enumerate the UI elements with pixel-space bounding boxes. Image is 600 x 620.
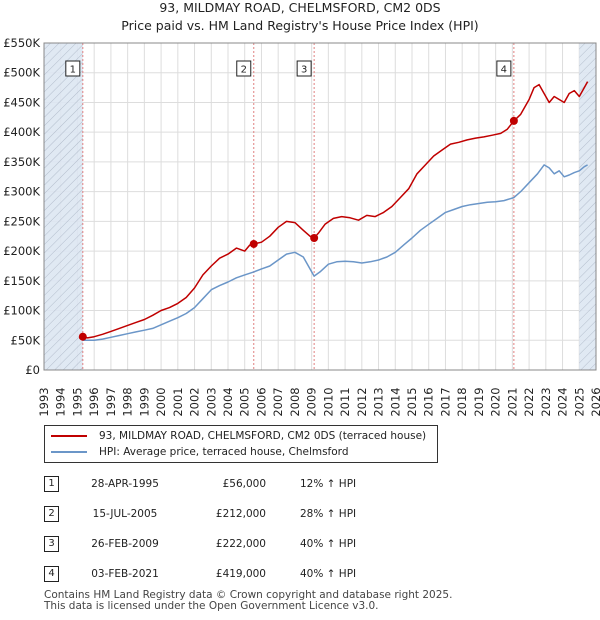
x-tick-label: 1997 — [104, 387, 118, 416]
sale-price: £56,000 — [222, 478, 266, 490]
legend-label-hpi: HPI: Average price, terraced house, Chel… — [99, 446, 349, 458]
footer-line-2: This data is licensed under the Open Gov… — [44, 600, 379, 612]
table-row: 3 26-FEB-2009 £222,000 40% ↑ HPI — [0, 534, 600, 554]
table-row: 4 03-FEB-2021 £419,000 40% ↑ HPI — [0, 564, 600, 584]
hpi-line — [82, 164, 588, 342]
x-tick-label: 1994 — [54, 387, 68, 416]
x-tick-label: 2017 — [438, 387, 452, 416]
y-tick-label: £150K — [3, 274, 40, 288]
x-tick-label: 2014 — [388, 387, 402, 416]
table-row: 1 28-APR-1995 £56,000 12% ↑ HPI — [0, 474, 600, 494]
x-tick-label: 2011 — [338, 387, 352, 416]
y-tick-label: £50K — [11, 333, 41, 347]
x-tick-label: 2010 — [321, 387, 335, 416]
x-tick-label: 2024 — [556, 387, 570, 416]
x-tick-label: 1996 — [87, 387, 101, 416]
x-tick-label: 2015 — [405, 387, 419, 416]
x-tick-label: 2026 — [589, 387, 600, 416]
sale-badge: 3 — [44, 536, 59, 552]
shaded-range — [44, 43, 83, 370]
legend-label-price: 93, MILDMAY ROAD, CHELMSFORD, CM2 0DS (t… — [99, 430, 427, 442]
y-tick-label: £450K — [3, 95, 40, 109]
sale-price: £419,000 — [215, 568, 266, 580]
legend-swatch-hpi — [51, 451, 87, 453]
sale-point — [509, 116, 518, 125]
sale-date: 28-APR-1995 — [91, 478, 159, 490]
x-tick-label: 2018 — [455, 387, 469, 416]
sale-point — [310, 234, 319, 243]
sale-label-text: 1 — [70, 65, 76, 76]
plot-frame — [43, 42, 597, 371]
legend-item-hpi: HPI: Average price, terraced house, Chel… — [51, 444, 348, 460]
y-tick-label: £200K — [3, 244, 40, 258]
x-tick-label: 2022 — [522, 387, 536, 416]
y-tick-label: £100K — [3, 304, 40, 318]
sale-hpi-change: 12% ↑ HPI — [300, 478, 357, 490]
x-tick-label: 2016 — [422, 387, 436, 416]
y-tick-label: £550K — [3, 36, 40, 50]
sale-price: £212,000 — [215, 508, 266, 520]
sale-label-text: 2 — [241, 65, 247, 76]
legend-swatch-price — [51, 435, 87, 437]
x-tick-label: 2005 — [238, 387, 252, 416]
y-tick-label: £250K — [3, 214, 40, 228]
sale-date: 26-FEB-2009 — [91, 538, 159, 550]
x-tick-label: 2000 — [154, 387, 168, 416]
x-tick-label: 2007 — [271, 387, 285, 416]
sale-hpi-change: 28% ↑ HPI — [300, 508, 357, 520]
x-tick-label: 2012 — [355, 387, 369, 416]
x-tick-label: 1995 — [70, 387, 84, 416]
sale-badge: 1 — [44, 476, 59, 492]
sale-label-text: 3 — [301, 65, 307, 76]
y-tick-label: £350K — [3, 155, 40, 169]
sale-label-box — [496, 60, 512, 77]
y-tick-label: £400K — [3, 125, 40, 139]
x-tick-label: 2019 — [472, 387, 486, 416]
x-tick-label: 2008 — [288, 387, 302, 416]
y-tick-label: £500K — [3, 66, 40, 80]
x-tick-label: 2025 — [572, 387, 586, 416]
legend: 93, MILDMAY ROAD, CHELMSFORD, CM2 0DS (t… — [44, 425, 438, 463]
x-tick-label: 2001 — [171, 387, 185, 416]
shaded-range — [579, 43, 596, 370]
sale-badge: 4 — [44, 566, 59, 582]
x-tick-label: 2006 — [254, 387, 268, 416]
sale-hpi-change: 40% ↑ HPI — [300, 568, 357, 580]
x-tick-label: 1998 — [121, 387, 135, 416]
x-tick-label: 2002 — [188, 387, 202, 416]
footer-line-1: Contains HM Land Registry data © Crown c… — [44, 589, 453, 601]
sale-label-box — [296, 60, 312, 77]
sale-date: 03-FEB-2021 — [91, 568, 159, 580]
chart-title: 93, MILDMAY ROAD, CHELMSFORD, CM2 0DS — [159, 0, 441, 15]
plot-area — [44, 43, 596, 370]
table-row: 2 15-JUL-2005 £212,000 28% ↑ HPI — [0, 504, 600, 524]
sale-point — [78, 332, 87, 341]
sale-hpi-change: 40% ↑ HPI — [300, 538, 357, 550]
footer-attribution: Contains HM Land Registry data © Crown c… — [44, 590, 452, 612]
sale-badge: 2 — [44, 506, 59, 522]
x-tick-label: 2021 — [505, 387, 519, 416]
x-tick-label: 2004 — [221, 387, 235, 416]
x-tick-label: 2009 — [305, 387, 319, 416]
x-tick-label: 2023 — [539, 387, 553, 416]
sale-label-text: 4 — [501, 65, 507, 76]
price-chart: 1 2 3 4 £0 £50K £100K £150K £200K £250K £300K £350K… — [3, 36, 600, 417]
sale-date: 15-JUL-2005 — [92, 508, 158, 520]
legend-item-price: 93, MILDMAY ROAD, CHELMSFORD, CM2 0DS (t… — [51, 428, 426, 444]
x-tick-label: 1993 — [37, 387, 51, 416]
chart-subtitle: Price paid vs. HM Land Registry's House … — [121, 18, 479, 33]
sale-label-box — [236, 60, 252, 77]
x-tick-label: 1999 — [137, 387, 151, 416]
price-line — [82, 81, 589, 339]
x-tick-label: 2013 — [372, 387, 386, 416]
y-tick-label: £0 — [25, 363, 40, 377]
sale-price: £222,000 — [215, 538, 266, 550]
x-tick-label: 2003 — [204, 387, 218, 416]
sale-label-box — [65, 60, 81, 77]
sale-point — [249, 239, 258, 248]
x-tick-label: 2020 — [489, 387, 503, 416]
y-tick-label: £300K — [3, 185, 40, 199]
